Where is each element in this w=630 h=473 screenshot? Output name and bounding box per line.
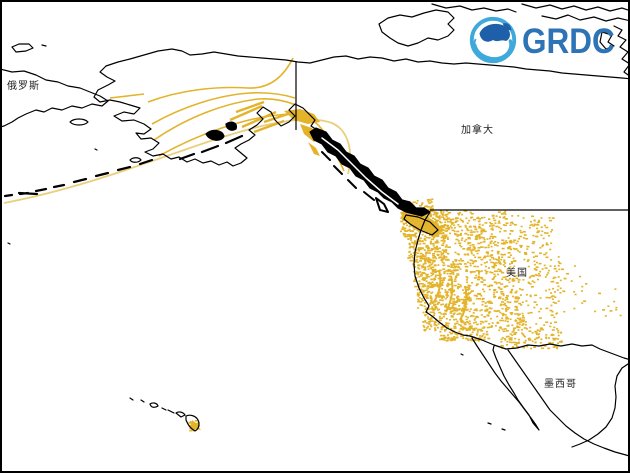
label-russia: 俄罗斯: [7, 81, 40, 92]
hawaii-islands: [129, 397, 200, 432]
panhandle-channel: [321, 137, 399, 205]
label-canada: 加拿大: [461, 125, 494, 136]
vancouver-yellow-blob: [400, 212, 444, 236]
panhandle-offshore-islands: [321, 151, 389, 213]
panhandle-coast: [309, 127, 431, 217]
aleutian-outer-arc: [3, 118, 352, 204]
coast-russia: [2, 43, 109, 245]
river-features-yellow: [3, 57, 622, 432]
usa-river-speckles: [188, 198, 622, 432]
political-borders: [295, 62, 628, 211]
arctic-islands-right-edge: [599, 25, 628, 76]
coast-alaska-west: [93, 65, 318, 167]
vancouver-island: [403, 214, 439, 236]
arctic-island-large: [378, 9, 455, 47]
panhandle-yellow-patches: [284, 109, 320, 156]
arctic-islands-top: [431, 3, 628, 22]
label-mexico: 墨西哥: [544, 379, 577, 390]
coast-usa-west: [413, 211, 471, 337]
cook-inlet-yellow-strokes: [229, 100, 289, 134]
coastlines: [2, 3, 628, 457]
coast-mexico: [460, 335, 628, 457]
aleutian-islands: [3, 134, 244, 198]
label-usa: 美国: [506, 268, 528, 279]
grdc-logo: GRDC: [466, 13, 626, 69]
globe-continent: [479, 23, 511, 42]
globe-swirl-icon: [469, 16, 517, 64]
globe-swirl: [472, 39, 513, 61]
globe-wave-head: [502, 23, 512, 31]
globe-left-wave: [473, 38, 477, 51]
coast-arctic: [105, 48, 628, 80]
kodiak-islands: [205, 121, 237, 141]
bering-islands: [69, 118, 142, 163]
grdc-logo-text: GRDC: [522, 21, 615, 61]
